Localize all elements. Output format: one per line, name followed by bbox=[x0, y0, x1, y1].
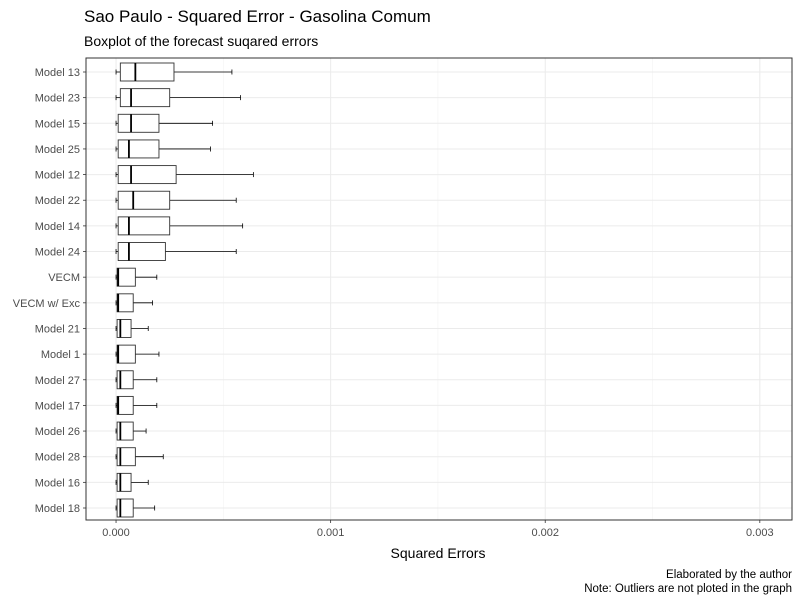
y-tick-label-model-21: Model 21 bbox=[35, 323, 80, 335]
box-model-23 bbox=[119, 88, 171, 108]
x-tick-label: 0.001 bbox=[317, 527, 345, 539]
y-tick-label-vecm: VECM bbox=[48, 272, 80, 284]
x-axis-label: Squared Errors bbox=[391, 545, 486, 561]
box-model-17 bbox=[116, 395, 134, 415]
y-tick-label-model-23: Model 23 bbox=[35, 93, 80, 105]
box-model-16 bbox=[116, 472, 132, 492]
box-model-22 bbox=[117, 190, 171, 210]
box-model-25 bbox=[117, 139, 160, 159]
y-tick-label-model-1: Model 1 bbox=[41, 349, 80, 361]
x-tick-label: 0.002 bbox=[531, 527, 559, 539]
chart-title: Sao Paulo - Squared Error - Gasolina Com… bbox=[84, 7, 431, 26]
box-model-14 bbox=[117, 216, 171, 236]
y-tick-label-model-22: Model 22 bbox=[35, 195, 80, 207]
y-tick-label-model-14: Model 14 bbox=[35, 221, 80, 233]
box-vecm-w-exc bbox=[116, 293, 134, 313]
box-model-15 bbox=[117, 113, 160, 133]
box-model-12 bbox=[117, 165, 177, 185]
y-tick-label-model-13: Model 13 bbox=[35, 67, 80, 79]
y-tick-label-model-26: Model 26 bbox=[35, 426, 80, 438]
plot-area: Model 13 Model 23 Model 15 Model 25 Model 12… bbox=[13, 57, 793, 539]
box-model-24 bbox=[117, 242, 166, 261]
panel-border bbox=[85, 57, 793, 521]
y-tick-label-model-16: Model 16 bbox=[35, 477, 80, 489]
caption-author: Elaborated by the author bbox=[666, 569, 792, 581]
box-vecm bbox=[116, 267, 136, 287]
box-model-13 bbox=[119, 62, 175, 82]
y-tick-label-vecm-w-exc: VECM w/ Exc bbox=[13, 298, 81, 310]
y-tick-label-model-24: Model 24 bbox=[35, 247, 80, 259]
box-model-28 bbox=[116, 447, 136, 467]
y-tick-label-model-25: Model 25 bbox=[35, 144, 80, 156]
x-tick-label: 0.003 bbox=[746, 527, 774, 539]
caption-note: Note: Outliers are not ploted in the gra… bbox=[584, 583, 792, 595]
y-tick-label-model-17: Model 17 bbox=[35, 400, 80, 412]
y-tick-label-model-28: Model 28 bbox=[35, 452, 80, 464]
y-tick-label-model-12: Model 12 bbox=[35, 170, 80, 182]
x-tick-label: 0.000 bbox=[102, 527, 130, 539]
y-tick-label-model-15: Model 15 bbox=[35, 118, 80, 130]
chart-subtitle: Boxplot of the forecast suqared errors bbox=[84, 33, 318, 49]
box-model-1 bbox=[116, 344, 136, 364]
y-tick-label-model-18: Model 18 bbox=[35, 503, 80, 515]
y-tick-label-model-27: Model 27 bbox=[35, 375, 80, 387]
box-model-21 bbox=[116, 319, 132, 338]
